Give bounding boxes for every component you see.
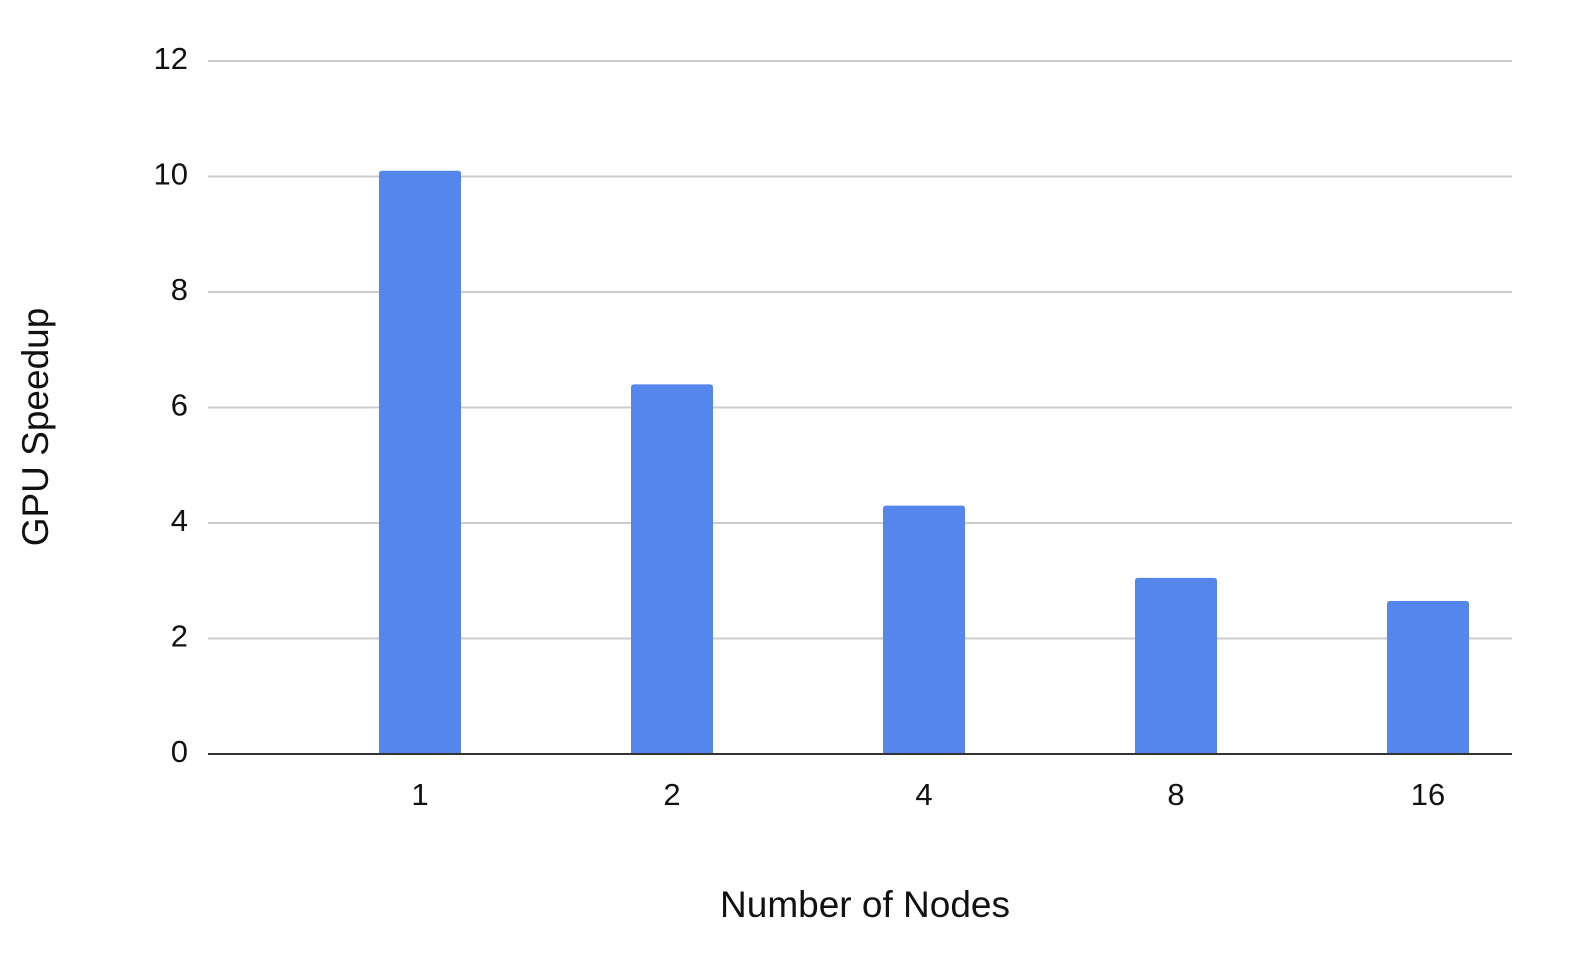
y-tick-label: 12 bbox=[154, 41, 188, 76]
bar bbox=[379, 170, 461, 755]
y-axis-title: GPU Speedup bbox=[15, 308, 56, 547]
x-tick-label: 1 bbox=[411, 777, 428, 812]
y-tick-label: 6 bbox=[171, 388, 188, 423]
x-tick-label: 8 bbox=[1167, 777, 1184, 812]
x-axis-title: Number of Nodes bbox=[720, 884, 1010, 925]
x-tick-label: 16 bbox=[1411, 777, 1445, 812]
bar bbox=[631, 384, 713, 754]
y-tick-label: 2 bbox=[171, 619, 188, 654]
y-tick-label: 4 bbox=[171, 503, 188, 538]
y-tick-label: 8 bbox=[171, 272, 188, 307]
bar bbox=[883, 505, 965, 754]
y-tick-label: 10 bbox=[154, 157, 188, 192]
bar bbox=[1387, 600, 1469, 754]
bar bbox=[1135, 577, 1217, 754]
x-tick-label: 4 bbox=[915, 777, 932, 812]
x-tick-label: 2 bbox=[663, 777, 680, 812]
y-tick-label: 0 bbox=[171, 734, 188, 769]
